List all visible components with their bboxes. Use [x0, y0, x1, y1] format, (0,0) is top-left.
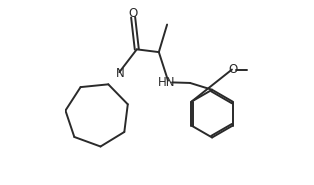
Text: O: O	[128, 7, 138, 20]
Text: HN: HN	[158, 76, 176, 89]
Text: O: O	[229, 63, 238, 76]
Text: N: N	[116, 67, 124, 80]
